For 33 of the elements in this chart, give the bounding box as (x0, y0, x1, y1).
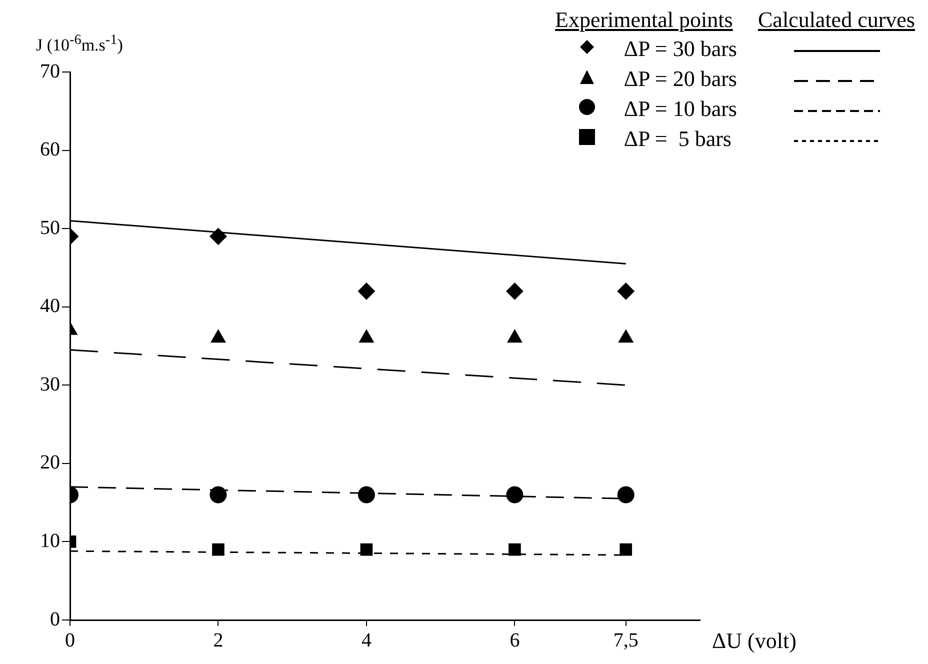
x-tick-label: 6 (510, 629, 520, 652)
legend-label: ΔP = 10 bars (622, 95, 738, 123)
text: Experimental points (554, 6, 734, 34)
y-tick-label: 60 (40, 138, 60, 161)
point (212, 543, 224, 556)
y-tick-label: 0 (50, 608, 60, 630)
point (210, 228, 227, 245)
y-tick-label: 70 (40, 60, 60, 82)
x-tick-label: 0 (65, 629, 75, 652)
text: Calculated curves (757, 6, 916, 34)
point (617, 282, 634, 300)
point (358, 486, 375, 504)
legend-label: ΔP = 5 bars (622, 125, 732, 153)
legend-label: ΔP = 20 bars (622, 65, 738, 93)
point (508, 543, 521, 556)
point (210, 486, 227, 504)
x-tick-label: 4 (361, 629, 372, 652)
x-axis-title: ΔU (volt) (712, 628, 796, 654)
legend-label: ΔP = 30 bars (622, 35, 738, 63)
y-tick-label: 20 (40, 452, 60, 474)
y-tick-label: 50 (40, 216, 60, 239)
point (620, 543, 632, 556)
point (360, 543, 373, 556)
y-axis-title: J (10$^{-6}$m.s$^{-1}$) (36, 32, 123, 56)
y-tick-label: 30 (40, 373, 60, 396)
y-tick-label: 10 (40, 530, 60, 552)
point (617, 486, 634, 504)
point (358, 282, 375, 300)
point (506, 486, 524, 504)
point (506, 282, 524, 300)
x-tick-label: 2 (213, 629, 224, 652)
x-tick-label: 7,5 (613, 629, 638, 652)
y-tick-label: 40 (40, 295, 60, 318)
